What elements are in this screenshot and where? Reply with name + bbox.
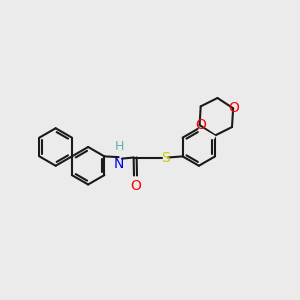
Text: N: N bbox=[114, 158, 124, 172]
Text: S: S bbox=[161, 151, 170, 164]
Text: O: O bbox=[195, 118, 206, 132]
Text: O: O bbox=[130, 178, 141, 193]
Text: H: H bbox=[114, 140, 124, 153]
Text: O: O bbox=[228, 101, 239, 115]
